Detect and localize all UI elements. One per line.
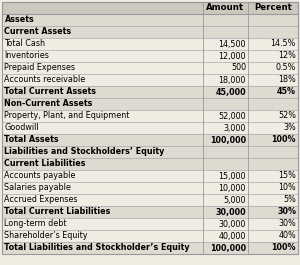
Text: 14.5%: 14.5% xyxy=(271,39,296,48)
Bar xyxy=(2,14,298,26)
Text: Prepaid Expenses: Prepaid Expenses xyxy=(4,64,76,73)
Text: Salaries payable: Salaries payable xyxy=(4,183,71,192)
Bar xyxy=(2,86,298,98)
Text: 30%: 30% xyxy=(278,219,296,228)
Bar xyxy=(2,194,298,206)
Bar xyxy=(2,158,298,170)
Text: Assets: Assets xyxy=(4,15,34,24)
Text: 500: 500 xyxy=(231,64,246,73)
Text: Total Cash: Total Cash xyxy=(4,39,46,48)
Text: 15%: 15% xyxy=(278,171,296,180)
Text: 18,000: 18,000 xyxy=(219,76,246,85)
Text: 30,000: 30,000 xyxy=(219,219,246,228)
Bar xyxy=(2,122,298,134)
Text: 100%: 100% xyxy=(272,135,296,144)
Text: 52%: 52% xyxy=(278,112,296,121)
Text: Percent: Percent xyxy=(254,3,292,12)
Text: 100,000: 100,000 xyxy=(210,244,246,253)
Text: 40,000: 40,000 xyxy=(219,232,246,241)
Text: Amount: Amount xyxy=(206,3,244,12)
Text: Goodwill: Goodwill xyxy=(4,123,39,132)
Text: 3,000: 3,000 xyxy=(224,123,246,132)
Text: 45,000: 45,000 xyxy=(215,87,246,96)
Text: Total Current Liabilities: Total Current Liabilities xyxy=(4,207,111,217)
Bar xyxy=(2,38,298,50)
Text: 40%: 40% xyxy=(278,232,296,241)
Text: 12,000: 12,000 xyxy=(218,51,246,60)
Text: Accounts receivable: Accounts receivable xyxy=(4,76,86,85)
Text: 10%: 10% xyxy=(278,183,296,192)
Bar xyxy=(2,74,298,86)
Text: 0.5%: 0.5% xyxy=(276,64,296,73)
Text: 14,500: 14,500 xyxy=(218,39,246,48)
Text: 3%: 3% xyxy=(283,123,296,132)
Text: Total Assets: Total Assets xyxy=(4,135,59,144)
Text: 18%: 18% xyxy=(278,76,296,85)
Bar xyxy=(2,182,298,194)
Text: Accrued Expenses: Accrued Expenses xyxy=(4,196,78,205)
Text: 15,000: 15,000 xyxy=(218,171,246,180)
Bar xyxy=(2,134,298,146)
Text: 45%: 45% xyxy=(277,87,296,96)
Bar xyxy=(2,2,298,14)
Text: 52,000: 52,000 xyxy=(218,112,246,121)
Bar xyxy=(2,206,298,218)
Bar xyxy=(2,218,298,230)
Text: Shareholder’s Equity: Shareholder’s Equity xyxy=(4,232,88,241)
Text: Liabilities and Stockholders’ Equity: Liabilities and Stockholders’ Equity xyxy=(4,148,165,157)
Text: Current Assets: Current Assets xyxy=(4,28,72,37)
Bar xyxy=(2,230,298,242)
Text: 5,000: 5,000 xyxy=(224,196,246,205)
Text: 100%: 100% xyxy=(272,244,296,253)
Text: 10,000: 10,000 xyxy=(219,183,246,192)
Text: Total Current Assets: Total Current Assets xyxy=(4,87,97,96)
Text: 100,000: 100,000 xyxy=(210,135,246,144)
Text: Non-Current Assets: Non-Current Assets xyxy=(4,99,93,108)
Text: 30,000: 30,000 xyxy=(215,207,246,217)
Bar xyxy=(2,242,298,254)
Text: Property, Plant, and Equipment: Property, Plant, and Equipment xyxy=(4,112,130,121)
Text: Current Liabilities: Current Liabilities xyxy=(4,160,86,169)
Bar xyxy=(2,110,298,122)
Bar xyxy=(2,26,298,38)
Bar xyxy=(2,170,298,182)
Text: 12%: 12% xyxy=(278,51,296,60)
Text: Inventories: Inventories xyxy=(4,51,50,60)
Text: 30%: 30% xyxy=(277,207,296,217)
Text: Total Liabilities and Stockholder’s Equity: Total Liabilities and Stockholder’s Equi… xyxy=(4,244,190,253)
Text: Long-term debt: Long-term debt xyxy=(4,219,67,228)
Bar xyxy=(2,146,298,158)
Text: Accounts payable: Accounts payable xyxy=(4,171,76,180)
Bar xyxy=(2,62,298,74)
Bar xyxy=(2,98,298,110)
Text: 5%: 5% xyxy=(283,196,296,205)
Bar xyxy=(2,50,298,62)
